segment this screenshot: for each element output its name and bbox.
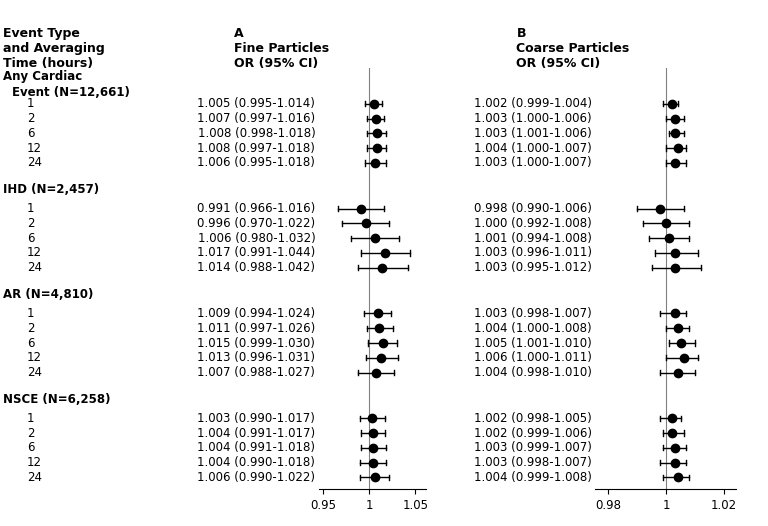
- Text: 1.001 (0.994-1.008): 1.001 (0.994-1.008): [474, 231, 592, 245]
- Text: 1.002 (0.999-1.006): 1.002 (0.999-1.006): [474, 427, 592, 440]
- Text: 1.015 (0.999-1.030): 1.015 (0.999-1.030): [197, 337, 316, 349]
- Text: 0.998 (0.990-1.006): 0.998 (0.990-1.006): [474, 202, 592, 215]
- Text: 1.014 (0.988-1.042): 1.014 (0.988-1.042): [197, 261, 316, 274]
- Text: 2: 2: [27, 112, 35, 125]
- Text: Fine Particles: Fine Particles: [234, 42, 329, 55]
- Text: 1: 1: [27, 97, 35, 110]
- Text: 24: 24: [27, 261, 42, 274]
- Text: 1.005 (0.995-1.014): 1.005 (0.995-1.014): [197, 97, 316, 110]
- Text: OR (95% CI): OR (95% CI): [234, 57, 319, 70]
- Text: Time (hours): Time (hours): [3, 57, 93, 70]
- Text: Event Type: Event Type: [3, 27, 80, 41]
- Text: 1: 1: [27, 307, 35, 320]
- Text: 0.996 (0.970-1.022): 0.996 (0.970-1.022): [197, 217, 316, 230]
- Text: 1.003 (1.001-1.006): 1.003 (1.001-1.006): [475, 127, 592, 140]
- Text: 1.003 (0.998-1.007): 1.003 (0.998-1.007): [475, 456, 592, 469]
- Text: 1.007 (0.997-1.016): 1.007 (0.997-1.016): [197, 112, 316, 125]
- Text: 1.004 (0.991-1.018): 1.004 (0.991-1.018): [197, 441, 316, 454]
- Text: 12: 12: [27, 456, 42, 469]
- Text: 1.005 (1.001-1.010): 1.005 (1.001-1.010): [475, 337, 592, 349]
- Text: 1.003 (0.995-1.012): 1.003 (0.995-1.012): [474, 261, 592, 274]
- Text: 1.008 (0.997-1.018): 1.008 (0.997-1.018): [197, 141, 316, 155]
- Text: 2: 2: [27, 427, 35, 440]
- Text: 24: 24: [27, 471, 42, 484]
- Text: 12: 12: [27, 141, 42, 155]
- Text: 1.006 (0.980-1.032): 1.006 (0.980-1.032): [197, 231, 316, 245]
- Text: IHD (N=2,457): IHD (N=2,457): [3, 183, 99, 196]
- Text: 12: 12: [27, 247, 42, 259]
- Text: 1.000 (0.992-1.008): 1.000 (0.992-1.008): [475, 217, 592, 230]
- Text: 1.003 (0.999-1.007): 1.003 (0.999-1.007): [474, 441, 592, 454]
- Text: 6: 6: [27, 127, 35, 140]
- Text: NSCE (N=6,258): NSCE (N=6,258): [3, 392, 111, 406]
- Text: 1.004 (0.990-1.018): 1.004 (0.990-1.018): [197, 456, 316, 469]
- Text: AR (N=4,810): AR (N=4,810): [3, 288, 94, 301]
- Text: 1.004 (1.000-1.007): 1.004 (1.000-1.007): [475, 141, 592, 155]
- Text: 6: 6: [27, 337, 35, 349]
- Text: Any Cardiac: Any Cardiac: [3, 70, 82, 83]
- Text: 1.004 (0.999-1.008): 1.004 (0.999-1.008): [474, 471, 592, 484]
- Text: 6: 6: [27, 441, 35, 454]
- Text: and Averaging: and Averaging: [3, 42, 104, 55]
- Text: Event (N=12,661): Event (N=12,661): [12, 86, 130, 99]
- Text: 1.003 (0.998-1.007): 1.003 (0.998-1.007): [475, 307, 592, 320]
- Text: 2: 2: [27, 322, 35, 335]
- Text: 1.003 (0.996-1.011): 1.003 (0.996-1.011): [474, 247, 592, 259]
- Text: 1.003 (0.990-1.017): 1.003 (0.990-1.017): [197, 412, 316, 425]
- Text: A: A: [234, 27, 244, 41]
- Text: 1.006 (0.990-1.022): 1.006 (0.990-1.022): [197, 471, 316, 484]
- Text: 1.011 (0.997-1.026): 1.011 (0.997-1.026): [197, 322, 316, 335]
- Text: 24: 24: [27, 156, 42, 169]
- Text: 1: 1: [27, 412, 35, 425]
- Text: 1.013 (0.996-1.031): 1.013 (0.996-1.031): [197, 351, 316, 365]
- Text: 1.007 (0.988-1.027): 1.007 (0.988-1.027): [197, 366, 316, 379]
- Text: 6: 6: [27, 231, 35, 245]
- Text: 0.991 (0.966-1.016): 0.991 (0.966-1.016): [197, 202, 316, 215]
- Text: 1.006 (1.000-1.011): 1.006 (1.000-1.011): [474, 351, 592, 365]
- Text: 1.004 (0.991-1.017): 1.004 (0.991-1.017): [197, 427, 316, 440]
- Text: 1.009 (0.994-1.024): 1.009 (0.994-1.024): [197, 307, 316, 320]
- Text: 1.004 (0.998-1.010): 1.004 (0.998-1.010): [474, 366, 592, 379]
- Text: 1.003 (1.000-1.006): 1.003 (1.000-1.006): [475, 112, 592, 125]
- Text: Coarse Particles: Coarse Particles: [516, 42, 630, 55]
- Text: 1.008 (0.998-1.018): 1.008 (0.998-1.018): [197, 127, 316, 140]
- Text: 1.003 (1.000-1.007): 1.003 (1.000-1.007): [475, 156, 592, 169]
- Text: 1.002 (0.998-1.005): 1.002 (0.998-1.005): [475, 412, 592, 425]
- Text: 12: 12: [27, 351, 42, 365]
- Text: 24: 24: [27, 366, 42, 379]
- Text: 1.017 (0.991-1.044): 1.017 (0.991-1.044): [197, 247, 316, 259]
- Text: 1.004 (1.000-1.008): 1.004 (1.000-1.008): [475, 322, 592, 335]
- Text: 1: 1: [27, 202, 35, 215]
- Text: B: B: [516, 27, 526, 41]
- Text: 2: 2: [27, 217, 35, 230]
- Text: OR (95% CI): OR (95% CI): [516, 57, 601, 70]
- Text: 1.006 (0.995-1.018): 1.006 (0.995-1.018): [197, 156, 316, 169]
- Text: 1.002 (0.999-1.004): 1.002 (0.999-1.004): [474, 97, 592, 110]
